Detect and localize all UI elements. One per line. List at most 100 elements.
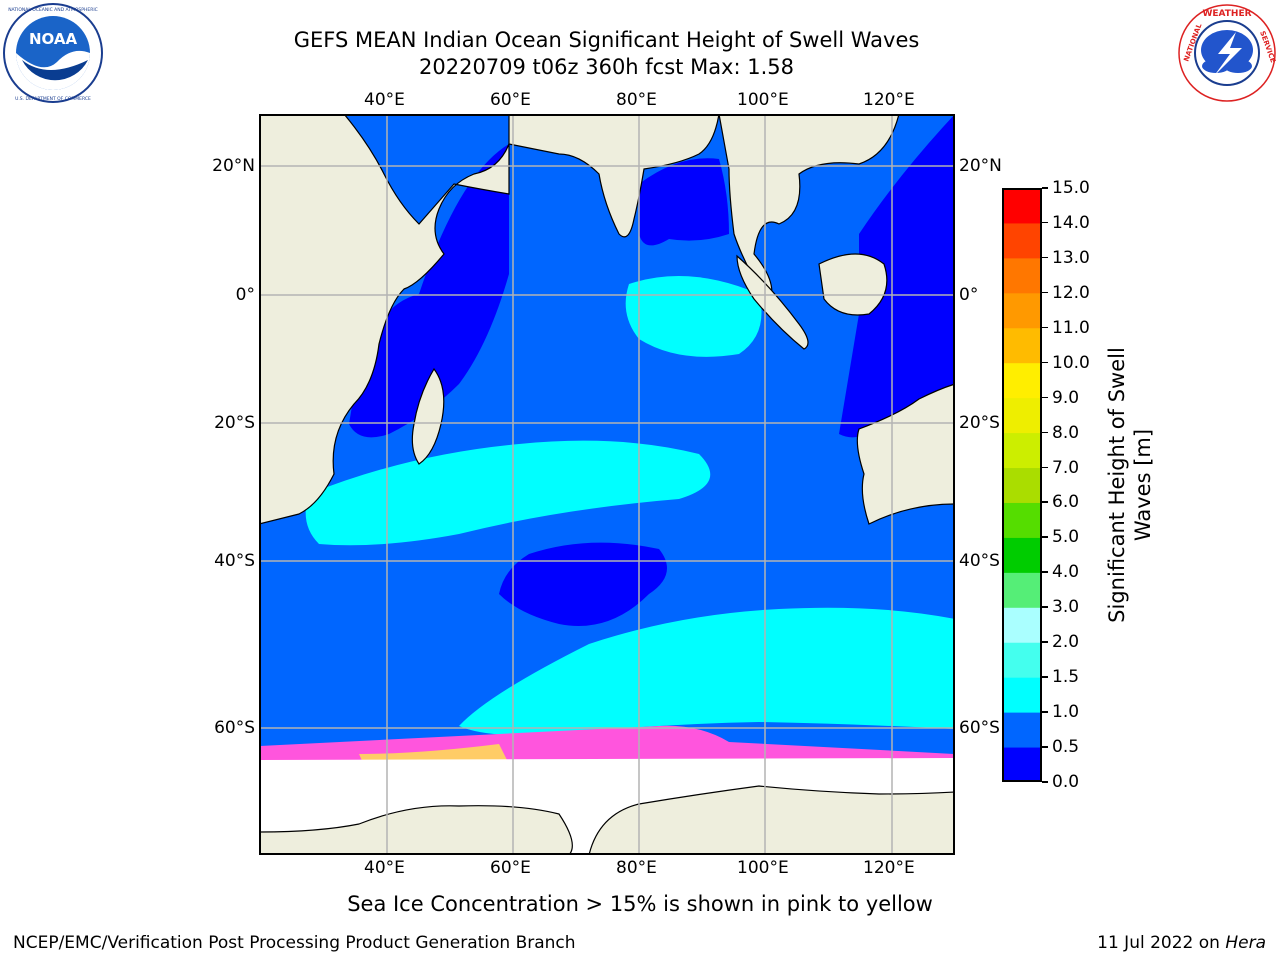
colorbar-segment <box>1003 642 1041 678</box>
lat-label-left-60s: 60°S <box>214 718 255 738</box>
colorbar-tick-label: 1.0 <box>1052 702 1080 723</box>
lat-label-left-20n: 20°N <box>212 156 255 176</box>
colorbar-tick-mark <box>1042 431 1048 434</box>
colorbar-segment <box>1003 467 1041 503</box>
land-se-asia <box>718 115 900 306</box>
land-antarctica <box>260 785 954 854</box>
low-swell-west <box>349 144 509 438</box>
colorbar-tick-mark <box>1042 466 1048 469</box>
colorbar-tick-label: 8.0 <box>1052 422 1080 443</box>
footer-credit: NCEP/EMC/Verification Post Processing Pr… <box>13 933 576 953</box>
colorbar-tick-mark <box>1042 711 1048 713</box>
svg-text:NATIONAL OCEANIC AND ATMOSPHER: NATIONAL OCEANIC AND ATMOSPHERIC <box>8 7 98 13</box>
colorbar-segment <box>1003 572 1041 608</box>
nws-logo: WEATHER NATIONAL SERVICE <box>1176 2 1278 104</box>
map-subtitle: 20220709 t06z 360h fcst Max: 1.58 <box>419 55 794 79</box>
colorbar-tick-label: 2.0 <box>1052 632 1080 653</box>
colorbar-segment <box>1003 222 1041 259</box>
colorbar-tick-mark <box>1042 361 1048 364</box>
svg-text:WEATHER: WEATHER <box>1202 9 1251 19</box>
colorbar-tick-mark <box>1042 641 1048 643</box>
colorbar-tick-label: 5.0 <box>1052 527 1080 548</box>
colorbar-tick-mark <box>1042 187 1048 189</box>
swell-band-midlat <box>305 440 711 546</box>
lon-label-top-80e: 80°E <box>616 90 657 110</box>
lat-label-left-20s: 20°S <box>214 413 255 433</box>
colorbar-tick-label: 6.0 <box>1052 492 1080 513</box>
lat-label-left-0: 0° <box>235 285 255 305</box>
colorbar-tick-mark <box>1042 676 1048 678</box>
low-swell-bay <box>639 158 729 246</box>
colorbar-tick-label: 4.0 <box>1052 562 1080 583</box>
swell-band-central <box>625 276 762 357</box>
land-africa <box>260 115 510 525</box>
footer-date: 11 Jul 2022 on Hera <box>1097 933 1266 953</box>
colorbar-tick-label: 9.0 <box>1052 387 1080 408</box>
colorbar-tick-label: 1.5 <box>1052 667 1080 688</box>
colorbar-tick-mark <box>1042 606 1048 608</box>
colorbar-tick-label: 11.0 <box>1052 317 1090 338</box>
footer-machine: Hera <box>1225 933 1266 953</box>
colorbar-segment <box>1003 327 1041 364</box>
colorbar-segment <box>1003 712 1041 748</box>
land-borneo <box>818 253 888 316</box>
colorbar-tick-mark <box>1042 291 1048 294</box>
colorbar-tick-label: 0.5 <box>1052 737 1080 758</box>
colorbar-tick-label: 10.0 <box>1052 352 1090 373</box>
colorbar <box>1002 188 1042 782</box>
colorbar-tick-mark <box>1042 536 1048 538</box>
svg-text:U.S. DEPARTMENT OF COMMERCE: U.S. DEPARTMENT OF COMMERCE <box>15 96 91 102</box>
colorbar-segment <box>1003 397 1041 434</box>
colorbar-segment <box>1003 432 1041 469</box>
graticule <box>260 115 954 854</box>
map-title: GEFS MEAN Indian Ocean Significant Heigh… <box>293 28 920 52</box>
noaa-logo: NOAA NATIONAL OCEANIC AND ATMOSPHERIC U.… <box>2 2 104 104</box>
colorbar-segment <box>1003 607 1041 643</box>
colorbar-segment <box>1003 502 1041 538</box>
map-frame <box>259 114 955 855</box>
noaa-logo-text: NOAA <box>29 30 78 48</box>
lon-label-top-100e: 100°E <box>737 90 789 110</box>
sea-ice-caption: Sea Ice Concentration > 15% is shown in … <box>347 892 933 916</box>
lon-label-bottom-120e: 120°E <box>863 858 915 878</box>
lat-label-left-40s: 40°S <box>214 551 255 571</box>
colorbar-segment <box>1003 677 1041 713</box>
lon-label-top-120e: 120°E <box>863 90 915 110</box>
colorbar-frame <box>1002 188 1042 782</box>
colorbar-tick-mark <box>1042 501 1048 503</box>
colorbar-tick-label: 13.0 <box>1052 247 1090 268</box>
lat-label-right-40s: 40°S <box>959 551 1000 571</box>
lon-label-top-40e: 40°E <box>364 90 405 110</box>
colorbar-tick-label: 14.0 <box>1052 212 1090 233</box>
land-madagascar <box>411 367 445 465</box>
map-plot <box>259 114 955 855</box>
colorbar-segment <box>1003 188 1041 224</box>
colorbar-tick-label: 12.0 <box>1052 282 1090 303</box>
colorbar-segment <box>1003 257 1041 294</box>
colorbar-tick-mark <box>1042 256 1048 259</box>
lon-label-bottom-60e: 60°E <box>490 858 531 878</box>
lon-label-bottom-100e: 100°E <box>737 858 789 878</box>
colorbar-segment <box>1003 537 1041 573</box>
lon-label-bottom-40e: 40°E <box>364 858 405 878</box>
lat-label-right-20s: 20°S <box>959 413 1000 433</box>
swell-band-south <box>459 607 954 736</box>
colorbar-tick-label: 3.0 <box>1052 597 1080 618</box>
low-swell-south <box>499 542 667 626</box>
footer-date-text: 11 Jul 2022 on <box>1097 933 1226 953</box>
colorbar-tick-mark <box>1042 746 1048 748</box>
lon-label-bottom-80e: 80°E <box>616 858 657 878</box>
colorbar-segment <box>1003 747 1041 782</box>
lat-label-right-60s: 60°S <box>959 718 1000 738</box>
colorbar-tick-label: 7.0 <box>1052 457 1080 478</box>
lon-label-top-60e: 60°E <box>490 90 531 110</box>
lat-label-right-0: 0° <box>959 285 979 305</box>
colorbar-tick-label: 15.0 <box>1052 178 1090 198</box>
colorbar-tick-mark <box>1042 326 1048 329</box>
land-india <box>508 115 720 238</box>
land-australia <box>856 383 954 525</box>
colorbar-title: Significant Height of Swell Waves [m] <box>1105 347 1155 623</box>
colorbar-tick-label: 0.0 <box>1052 772 1080 792</box>
colorbar-tick-mark <box>1042 571 1048 573</box>
colorbar-segment <box>1003 292 1041 329</box>
